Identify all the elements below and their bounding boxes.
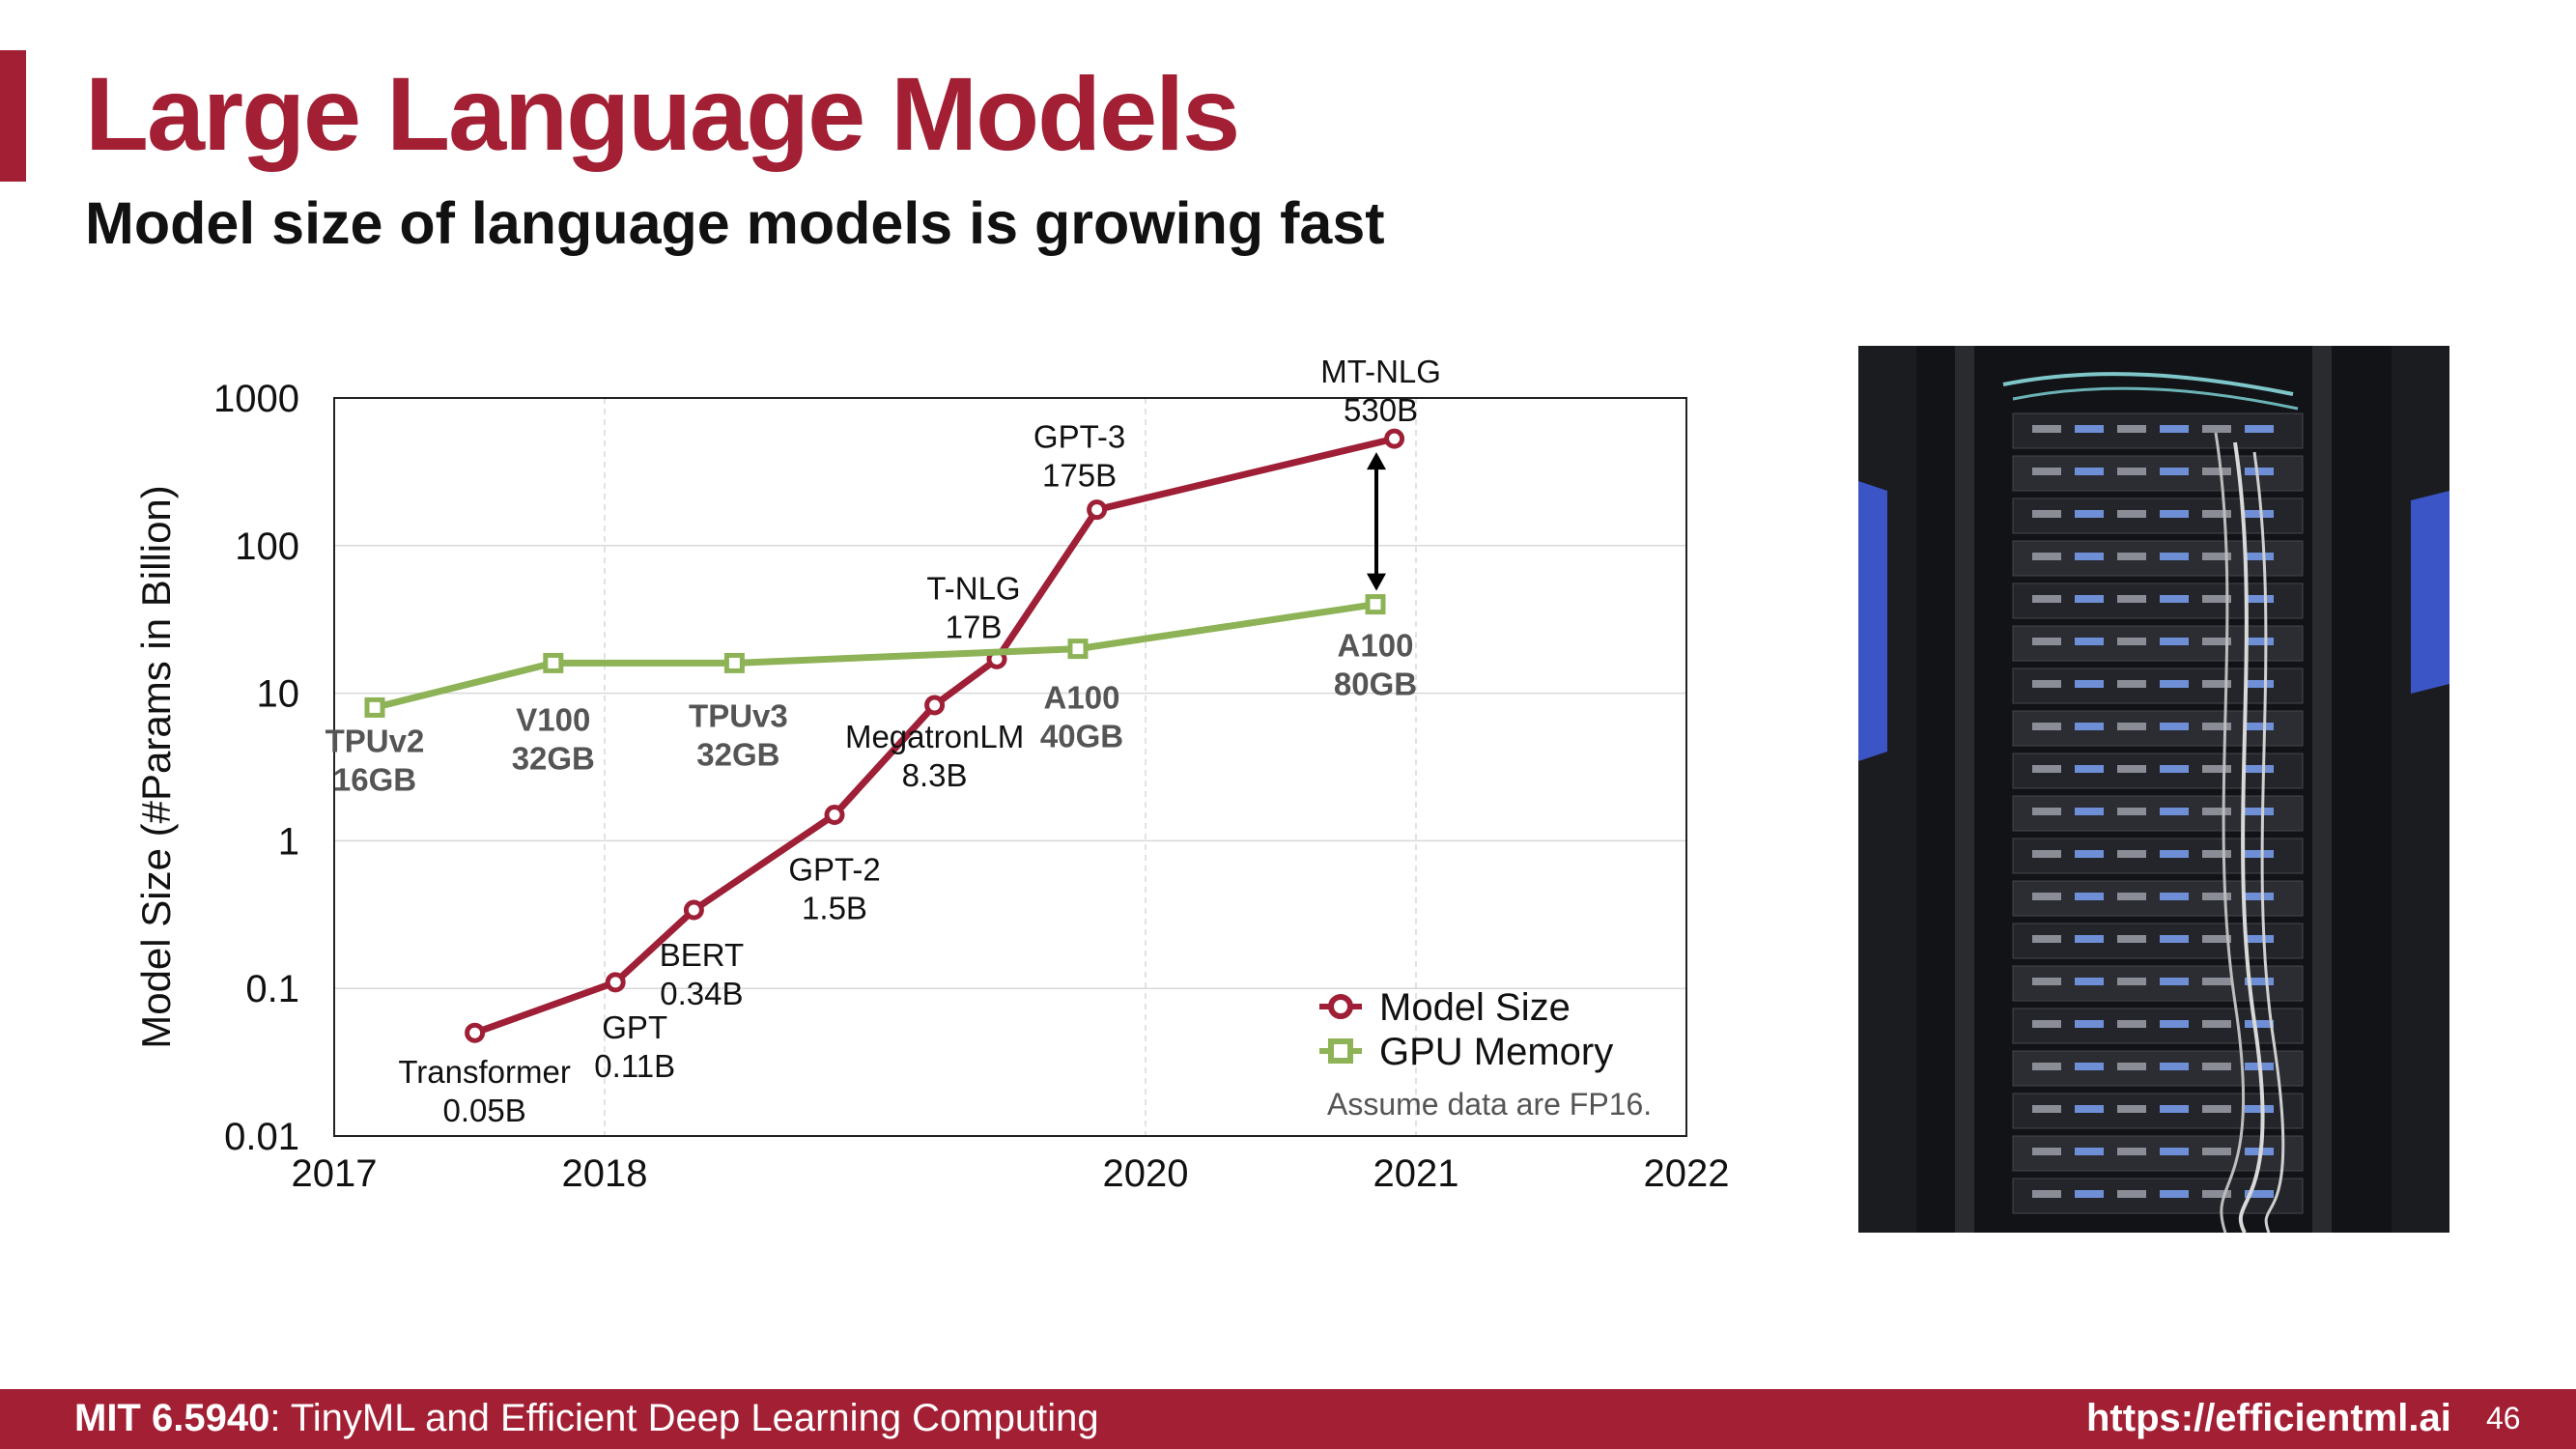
data-label: T-NLG: [926, 570, 1020, 606]
data-label: 40GB: [1040, 719, 1123, 754]
data-label: A100: [1044, 680, 1120, 716]
data-point: [1384, 428, 1405, 449]
x-tick-label: 2017: [292, 1152, 378, 1195]
data-point: [683, 899, 704, 921]
data-label: MT-NLG: [1320, 354, 1441, 389]
data-point: [364, 696, 385, 718]
slide-subtitle: Model size of language models is growing…: [85, 190, 1385, 256]
legend-entry: Model Size: [1379, 986, 1571, 1029]
footer-course-name: : TinyML and Efficient Deep Learning Com…: [269, 1397, 1099, 1439]
data-label: 32GB: [512, 740, 595, 776]
data-label: GPT-2: [788, 851, 880, 887]
y-axis-label: Model Size (#Params in Billion): [133, 485, 179, 1049]
footer-course: MIT 6.5940: TinyML and Efficient Deep Le…: [74, 1397, 1099, 1440]
y-tick-label: 100: [235, 526, 299, 568]
data-point: [543, 652, 564, 673]
y-tick-label: 0.01: [224, 1116, 299, 1158]
footer-course-code: MIT 6.5940: [74, 1397, 270, 1439]
data-label: 80GB: [1334, 667, 1417, 702]
gap-arrow-head-down: [1367, 573, 1386, 591]
data-label: TPUv2: [326, 723, 425, 758]
chart-note: Assume data are FP16.: [1327, 1087, 1652, 1122]
series-line: [374, 601, 1376, 711]
footer-bar: MIT 6.5940: TinyML and Efficient Deep Le…: [0, 1389, 2576, 1449]
y-tick-label: 0.1: [245, 968, 299, 1010]
data-label: 17B: [946, 609, 1003, 644]
data-point: [1365, 594, 1386, 615]
x-tick-label: 2021: [1373, 1152, 1459, 1195]
footer-url[interactable]: https://efficientml.ai: [2086, 1397, 2451, 1439]
gap-arrow-head-up: [1367, 452, 1386, 470]
slide-title: Large Language Models: [85, 55, 1240, 172]
series-line: [473, 435, 1396, 1037]
data-point: [824, 804, 845, 825]
data-label: BERT: [660, 937, 744, 973]
data-label: 0.34B: [660, 976, 743, 1011]
legend-swatch-marker: [1328, 994, 1353, 1019]
data-point: [465, 1022, 486, 1043]
legend-swatch-marker: [1328, 1038, 1353, 1064]
data-label: 0.11B: [594, 1048, 675, 1084]
model-size-chart: 0.01 0.1 1 10 100 1000 2017 2018 2020 2021 2022 Mod…: [133, 354, 1730, 1195]
data-label: A100: [1338, 628, 1414, 664]
page-number: 46: [2486, 1401, 2521, 1435]
y-tick-label: 10: [257, 673, 300, 716]
data-label: 8.3B: [902, 757, 968, 793]
legend-entry: GPU Memory: [1379, 1031, 1613, 1073]
data-label: Transformer: [398, 1054, 570, 1090]
x-tick-label: 2020: [1103, 1152, 1189, 1195]
data-point: [723, 652, 745, 673]
data-point: [1087, 499, 1108, 521]
server-rack-photo: [1858, 346, 2449, 1233]
plot-frame: [333, 397, 1687, 1137]
data-label: TPUv3: [689, 697, 788, 733]
title-accent-bar: [0, 50, 26, 182]
data-label: GPT: [602, 1009, 667, 1045]
data-label: GPT-3: [1033, 419, 1125, 455]
y-tick-label: 1: [278, 820, 299, 863]
data-label: MegatronLM: [845, 719, 1024, 754]
data-point: [924, 695, 946, 716]
data-point: [1067, 639, 1089, 660]
data-label: 530B: [1344, 392, 1418, 428]
data-label: 175B: [1042, 458, 1117, 494]
data-label: V100: [516, 701, 590, 737]
x-tick-label: 2018: [562, 1152, 648, 1195]
data-point: [605, 972, 626, 993]
x-tick-label: 2022: [1644, 1152, 1730, 1195]
data-label: 1.5B: [802, 890, 867, 925]
y-tick-label: 1000: [213, 378, 299, 420]
data-label: 32GB: [696, 736, 779, 772]
data-label: 0.05B: [442, 1093, 525, 1128]
data-label: 16GB: [333, 761, 416, 797]
